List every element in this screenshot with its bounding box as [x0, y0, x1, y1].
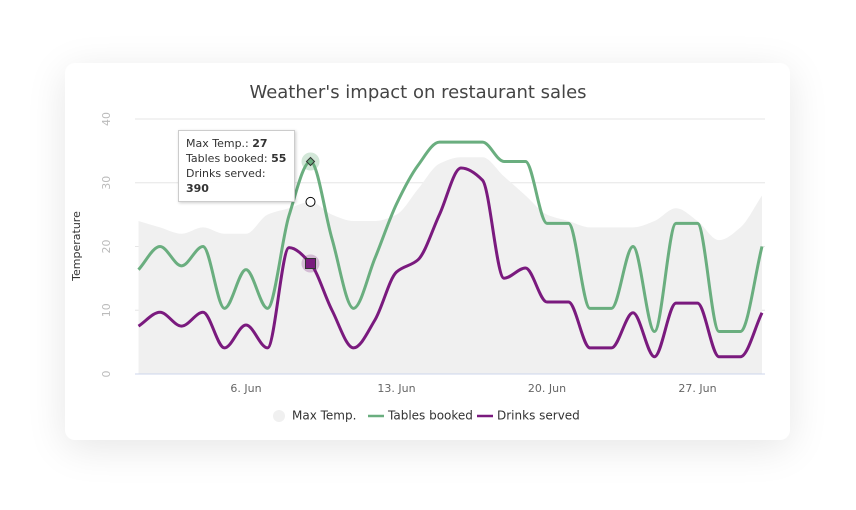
y-tick-label: 30 — [100, 176, 113, 190]
x-tick-label: 13. Jun — [377, 382, 415, 395]
legend-symbol — [273, 410, 285, 422]
legend-label: Drinks served — [497, 409, 580, 423]
x-tick-label: 20. Jun — [528, 382, 566, 395]
hover-marker — [305, 258, 316, 269]
chart-title: Weather's impact on restaurant sales — [249, 82, 586, 103]
y-tick-label: 40 — [100, 112, 113, 126]
y-tick-label: 0 — [100, 371, 113, 378]
tooltip-label: Tables booked: — [186, 152, 268, 165]
tooltip-value: 390 — [186, 182, 209, 195]
line — [137, 166, 764, 359]
y-tick-label: 20 — [100, 240, 113, 254]
y-tick-label: 10 — [100, 303, 113, 317]
area — [138, 157, 762, 374]
tooltip-value: 55 — [271, 152, 287, 165]
tooltip-row: Tables booked: 55 — [186, 151, 287, 166]
hover-marker — [305, 156, 316, 167]
tooltip: Max Temp.: 27 Tables booked: 55 Drinks s… — [178, 130, 295, 202]
tooltip-label: Drinks served: — [186, 167, 266, 180]
x-tick-label: 6. Jun — [230, 382, 261, 395]
legend-label: Tables booked — [387, 409, 473, 423]
tooltip-row: Max Temp.: 27 — [186, 136, 287, 151]
legend-label: Max Temp. — [292, 409, 356, 423]
y-axis-label: Temperature — [70, 211, 83, 282]
line — [137, 140, 764, 333]
tooltip-row: Drinks served: 390 — [186, 166, 287, 196]
hover-marker — [305, 196, 316, 207]
tooltip-value: 27 — [252, 137, 268, 150]
tooltip-label: Max Temp.: — [186, 137, 249, 150]
x-tick-label: 27. Jun — [678, 382, 716, 395]
